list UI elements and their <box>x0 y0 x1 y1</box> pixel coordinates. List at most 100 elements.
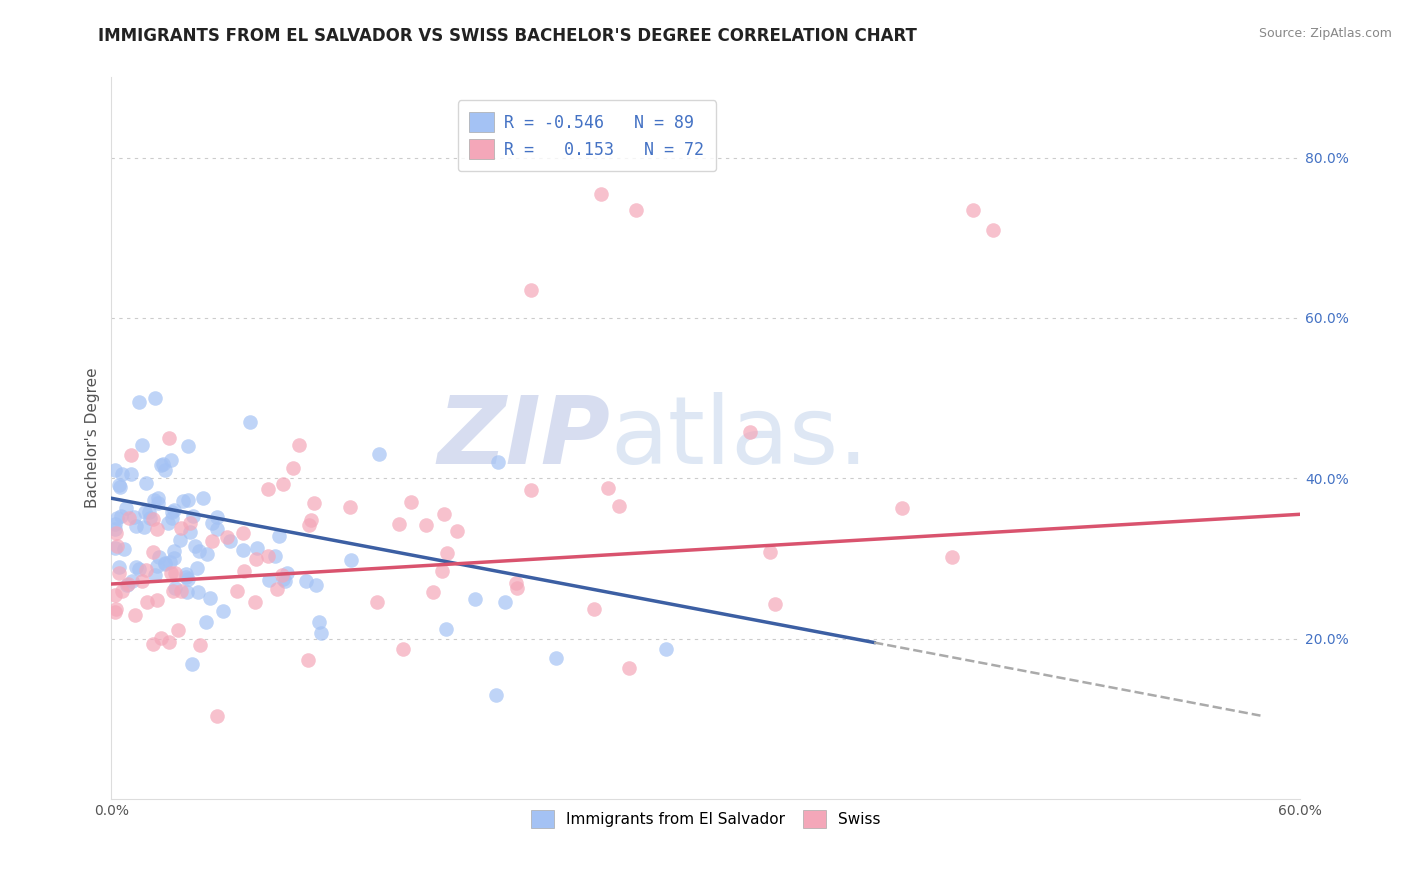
Point <box>505 576 527 591</box>
Point <box>146 558 169 573</box>
Point <box>159 555 181 569</box>
Point <box>152 457 174 471</box>
Point <box>177 572 200 586</box>
Point <box>245 551 267 566</box>
Point <box>890 500 912 515</box>
Text: atlas.: atlas. <box>610 392 869 484</box>
Point <box>118 511 141 525</box>
Point <box>187 544 209 558</box>
Point <box>174 567 197 582</box>
Point <box>194 615 217 629</box>
Point <box>117 577 139 591</box>
Point <box>143 391 166 405</box>
Point <box>153 556 176 570</box>
Point <box>148 491 170 505</box>
Point <box>758 545 780 559</box>
Point <box>105 539 128 553</box>
Point <box>243 595 266 609</box>
Point <box>191 491 214 506</box>
Point <box>232 543 254 558</box>
Point <box>108 559 131 574</box>
Point <box>160 453 183 467</box>
Point <box>160 505 183 519</box>
Point <box>120 448 142 462</box>
Point <box>388 516 411 531</box>
Point <box>464 591 486 606</box>
Point <box>257 549 280 563</box>
Point <box>276 566 298 581</box>
Point <box>267 529 290 543</box>
Point <box>288 438 311 452</box>
Point <box>392 642 415 657</box>
Point <box>104 605 127 619</box>
Point <box>163 551 186 566</box>
Point <box>110 508 132 523</box>
Point <box>266 582 288 597</box>
Point <box>207 709 229 723</box>
Point <box>104 517 127 532</box>
Point <box>506 581 529 595</box>
Point <box>589 186 612 201</box>
Text: ZIP: ZIP <box>437 392 610 484</box>
Legend: Immigrants from El Salvador, Swiss: Immigrants from El Salvador, Swiss <box>524 804 887 835</box>
Point <box>110 480 132 494</box>
Point <box>246 541 269 556</box>
Point <box>434 622 457 636</box>
Point <box>138 505 160 519</box>
Point <box>232 525 254 540</box>
Point <box>399 495 422 509</box>
Point <box>607 499 630 513</box>
Text: IMMIGRANTS FROM EL SALVADOR VS SWISS BACHELOR'S DEGREE CORRELATION CHART: IMMIGRANTS FROM EL SALVADOR VS SWISS BAC… <box>98 27 917 45</box>
Point <box>520 483 543 497</box>
Point <box>111 584 134 599</box>
Point <box>366 595 388 609</box>
Point <box>446 524 468 539</box>
Point <box>111 467 134 482</box>
Point <box>763 597 786 611</box>
Point <box>135 563 157 577</box>
Point <box>281 461 304 475</box>
Point <box>105 526 128 541</box>
Y-axis label: Bachelor's Degree: Bachelor's Degree <box>86 368 100 508</box>
Point <box>131 574 153 589</box>
Point <box>153 463 176 477</box>
Point <box>298 517 321 532</box>
Point <box>125 560 148 574</box>
Point <box>436 546 458 560</box>
Point <box>150 631 173 645</box>
Point <box>195 547 218 561</box>
Point <box>153 557 176 571</box>
Point <box>143 567 166 582</box>
Point <box>146 593 169 607</box>
Point <box>239 415 262 429</box>
Point <box>339 500 361 515</box>
Point <box>124 608 146 623</box>
Point <box>583 602 606 616</box>
Point <box>135 476 157 491</box>
Point <box>422 585 444 599</box>
Point <box>105 602 128 616</box>
Point <box>122 510 145 524</box>
Point <box>962 202 984 217</box>
Point <box>176 570 198 584</box>
Point <box>415 518 437 533</box>
Point <box>159 566 181 581</box>
Point <box>257 482 280 496</box>
Point <box>274 574 297 588</box>
Point <box>128 395 150 409</box>
Point <box>201 516 224 530</box>
Point <box>166 623 188 637</box>
Point <box>520 283 543 297</box>
Point <box>145 523 167 537</box>
Point <box>433 508 456 522</box>
Point <box>186 561 208 575</box>
Point <box>125 519 148 533</box>
Point <box>740 425 762 439</box>
Point <box>112 542 135 557</box>
Point <box>598 481 620 495</box>
Point <box>184 539 207 553</box>
Point <box>297 653 319 667</box>
Point <box>308 615 330 629</box>
Point <box>107 566 129 580</box>
Point <box>367 447 389 461</box>
